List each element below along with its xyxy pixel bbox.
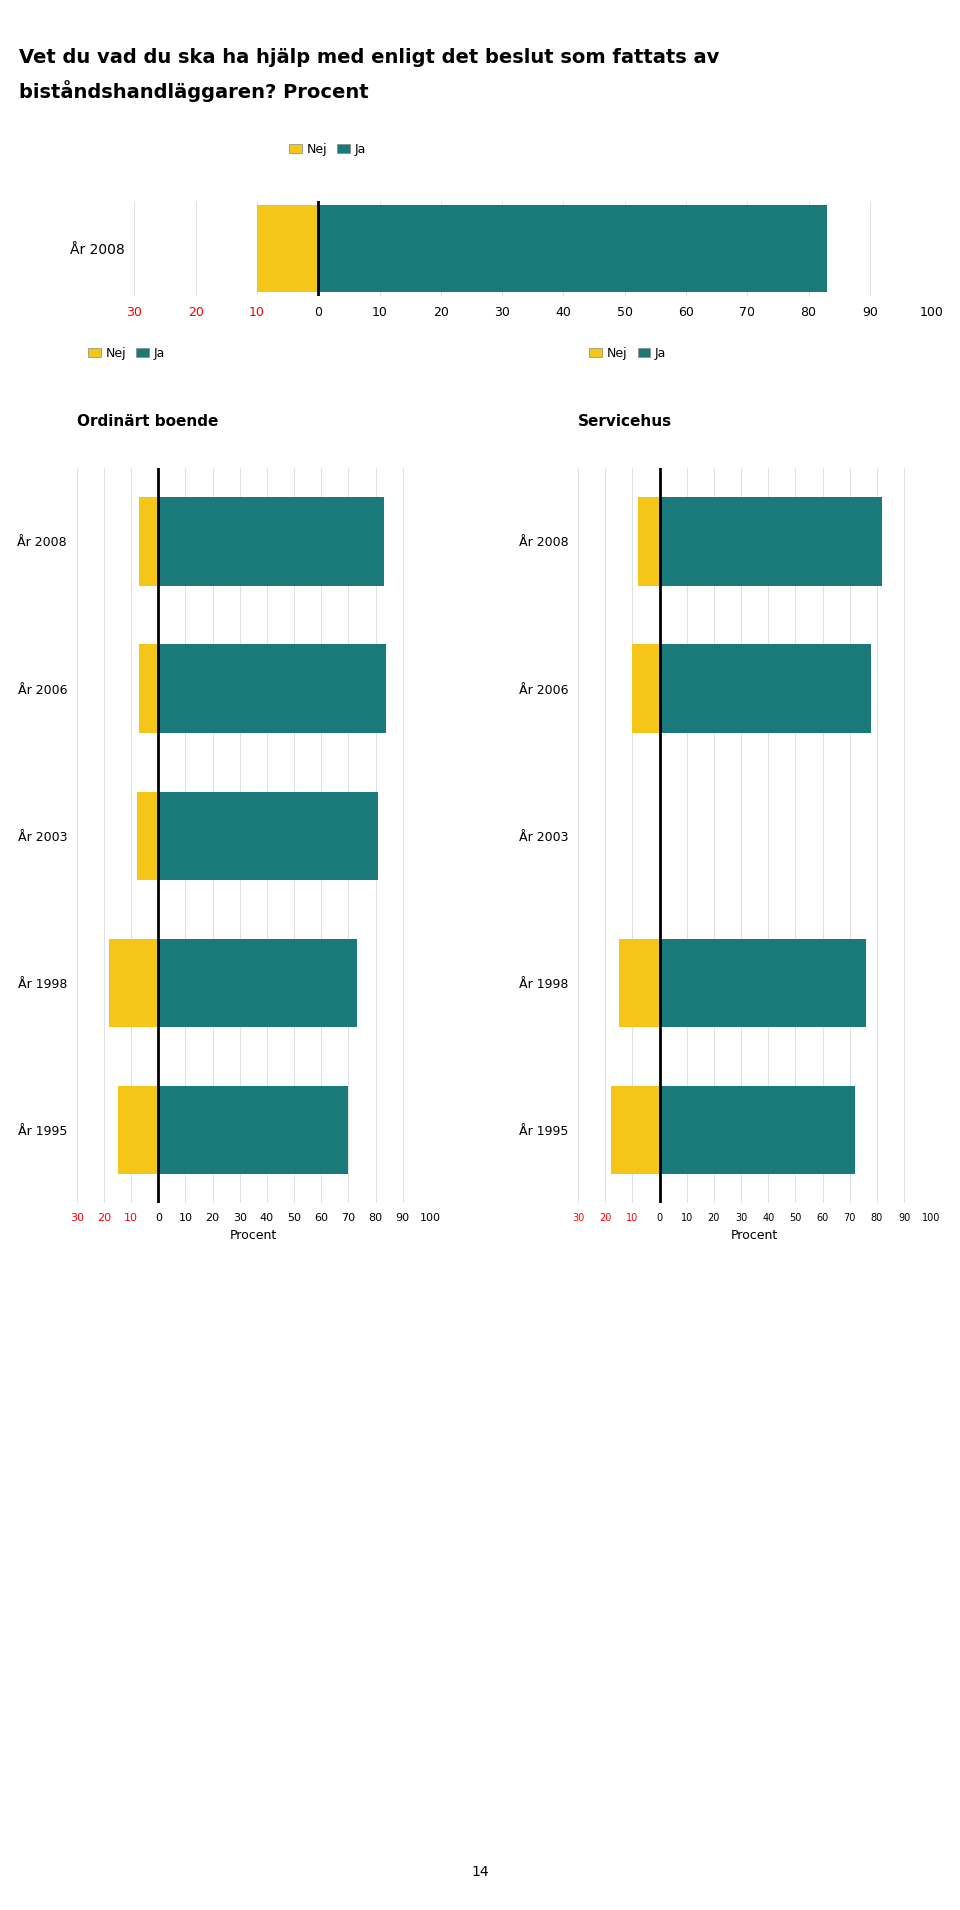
Bar bbox=[619, 938, 660, 1028]
Legend: Nej, Ja: Nej, Ja bbox=[84, 342, 170, 365]
Legend: Nej, Ja: Nej, Ja bbox=[585, 342, 671, 365]
Bar bbox=[139, 497, 158, 586]
Bar bbox=[136, 791, 158, 881]
Bar bbox=[158, 497, 384, 586]
Bar bbox=[257, 204, 319, 292]
Bar bbox=[109, 938, 158, 1028]
Text: biståndshandläggaren? Procent: biståndshandläggaren? Procent bbox=[19, 80, 369, 103]
Text: Vet du vad du ska ha hjälp med enligt det beslut som fattats av: Vet du vad du ska ha hjälp med enligt de… bbox=[19, 48, 720, 67]
Bar bbox=[660, 644, 872, 733]
Bar bbox=[139, 644, 158, 733]
Bar bbox=[660, 497, 882, 586]
Legend: Nej, Ja: Nej, Ja bbox=[284, 138, 372, 160]
Bar bbox=[633, 644, 660, 733]
Text: Ordinärt boende: Ordinärt boende bbox=[77, 414, 218, 430]
Bar bbox=[611, 1085, 660, 1175]
X-axis label: Procent: Procent bbox=[732, 1228, 779, 1242]
Bar bbox=[158, 644, 387, 733]
Bar bbox=[660, 938, 866, 1028]
Text: 14: 14 bbox=[471, 1864, 489, 1879]
Bar bbox=[319, 204, 827, 292]
Text: Servicehus: Servicehus bbox=[578, 414, 672, 430]
Bar bbox=[158, 1085, 348, 1175]
Bar bbox=[660, 1085, 855, 1175]
Bar bbox=[158, 791, 378, 881]
Bar bbox=[117, 1085, 158, 1175]
Bar bbox=[158, 938, 356, 1028]
Bar bbox=[637, 497, 660, 586]
X-axis label: Procent: Procent bbox=[229, 1228, 276, 1242]
